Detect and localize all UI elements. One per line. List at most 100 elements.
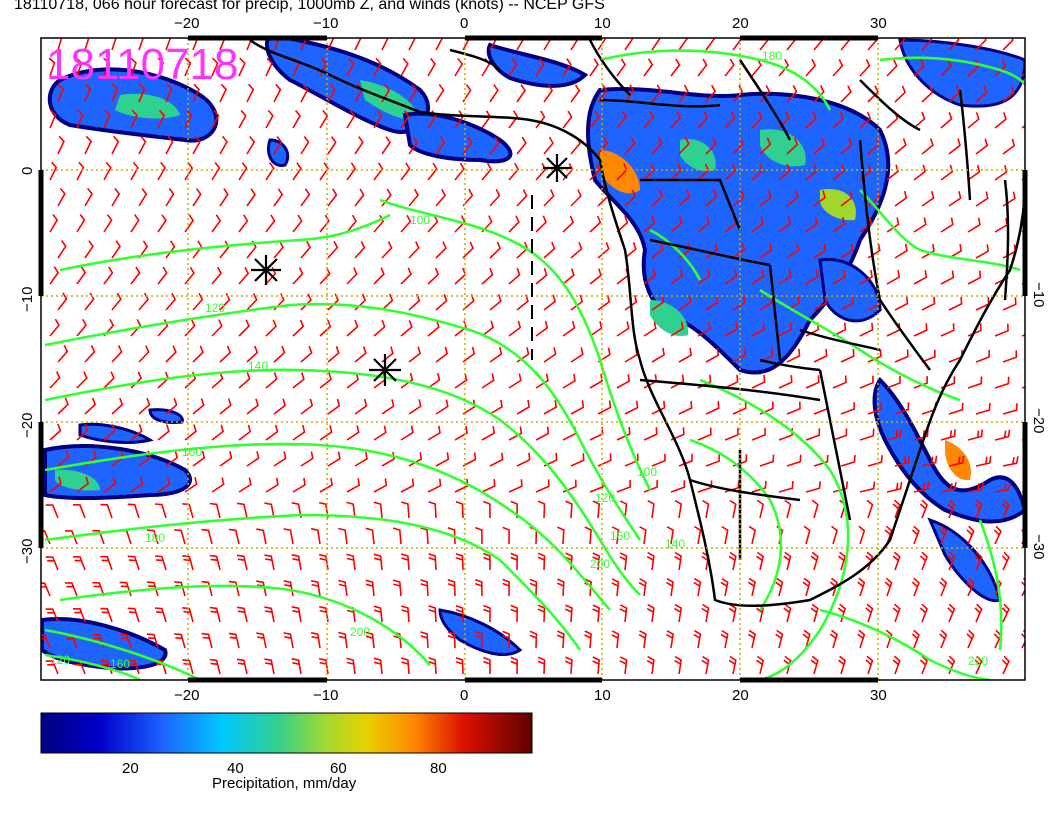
wind-barb: [291, 606, 302, 623]
wind-barb: [103, 214, 113, 233]
frame-ticks: [38, 35, 1028, 683]
wind-barb: [865, 655, 874, 675]
wind-barb: [381, 136, 391, 155]
wind-barb: [319, 214, 330, 233]
wind-barb: [543, 347, 557, 363]
wind-barb: [462, 346, 476, 363]
wind-barb: [564, 656, 573, 675]
wind-barb: [373, 605, 383, 623]
wind-barb: [921, 138, 934, 155]
wind-barb: [592, 656, 601, 675]
wind-barb: [462, 136, 473, 155]
wind-barb: [747, 629, 757, 649]
wind-barb: [474, 526, 483, 545]
wind-barb: [643, 110, 655, 129]
wind-barb: [481, 426, 496, 441]
wind-barb: [948, 138, 961, 155]
wind-barb: [1030, 192, 1042, 206]
wind-barb: [138, 345, 150, 363]
wind-barb: [974, 499, 983, 519]
wind-barb: [616, 110, 627, 129]
wind-barb: [592, 500, 601, 519]
wind-barb: [974, 655, 983, 675]
wind-barb: [705, 454, 720, 467]
wind-barb: [643, 268, 657, 285]
wind-barb: [651, 242, 664, 259]
wind-barb: [219, 345, 232, 363]
wind-barb: [651, 347, 665, 363]
wind-barb: [786, 137, 799, 155]
wind-barb: [786, 348, 801, 363]
wind-barb: [481, 373, 495, 389]
wind-barb: [697, 268, 711, 285]
wind-barb: [786, 243, 800, 259]
wind-barb: [994, 165, 1008, 181]
wind-barb: [127, 503, 140, 519]
wind-barb: [57, 397, 69, 415]
wind-barb: [462, 188, 474, 207]
wind-barb: [291, 554, 302, 571]
wind-barb: [373, 553, 383, 571]
wind-barb: [373, 267, 385, 285]
wind-barb: [57, 292, 68, 311]
wind-barb: [921, 296, 936, 311]
wind-barb: [724, 427, 739, 441]
wind-barb: [811, 499, 819, 519]
left-lat-ticks: 0 −10 −20 −30: [19, 167, 36, 564]
wind-barb: [510, 656, 519, 675]
wind-barb: [182, 607, 194, 623]
wind-barb: [265, 372, 278, 389]
wind-barb: [273, 451, 287, 467]
tick-label: −10: [313, 15, 338, 32]
wind-barb: [940, 112, 953, 129]
wind-barb: [508, 267, 521, 285]
wind-barb: [535, 215, 547, 233]
wind-barb: [666, 526, 674, 545]
wind-barb: [354, 398, 368, 415]
wind-barb: [462, 452, 477, 467]
wind-barb: [1002, 38, 1014, 51]
wind-barb: [184, 424, 197, 441]
wind-barb: [435, 84, 445, 103]
wind-barb: [810, 603, 819, 623]
wind-barb: [327, 398, 341, 415]
wind-barb: [832, 375, 847, 389]
wind-barb: [616, 58, 627, 77]
wind-barb: [778, 269, 792, 285]
wind-barb: [778, 163, 791, 181]
wind-barb: [489, 136, 500, 155]
wind-barb: [354, 136, 364, 155]
wind-barb: [693, 629, 702, 649]
wind-barb: [616, 480, 631, 493]
wind-barb: [300, 38, 308, 51]
wind-barb: [346, 267, 358, 285]
wind-barb: [919, 655, 928, 675]
wind-barb: [454, 58, 464, 77]
colorbar-ticks: 20 40 60 80: [122, 760, 447, 777]
wind-barb: [292, 372, 305, 389]
wind-barb: [720, 629, 729, 649]
wind-barb: [238, 266, 250, 285]
wind-barb: [840, 190, 854, 207]
wind-barb: [201, 528, 213, 545]
wind-barb: [292, 425, 306, 441]
wind-barb: [489, 399, 503, 415]
coastlines: [249, 38, 1025, 608]
wind-barb: [543, 241, 556, 259]
wind-barb: [966, 629, 975, 649]
wind-barb: [647, 499, 655, 519]
wind-barb: [400, 501, 410, 519]
wind-barb: [264, 554, 275, 571]
wind-barb: [913, 376, 928, 389]
wind-barb: [246, 136, 256, 155]
tick-label: −20: [19, 413, 36, 438]
wind-barb: [805, 164, 818, 181]
wind-barb: [300, 398, 314, 415]
wind-barb: [886, 269, 901, 285]
wind-barb: [705, 84, 717, 103]
wind-barb: [292, 214, 303, 233]
wind-barb: [543, 294, 557, 311]
wind-barb: [111, 83, 119, 103]
wind-barb: [940, 164, 954, 181]
contour-label: 160: [110, 657, 130, 671]
